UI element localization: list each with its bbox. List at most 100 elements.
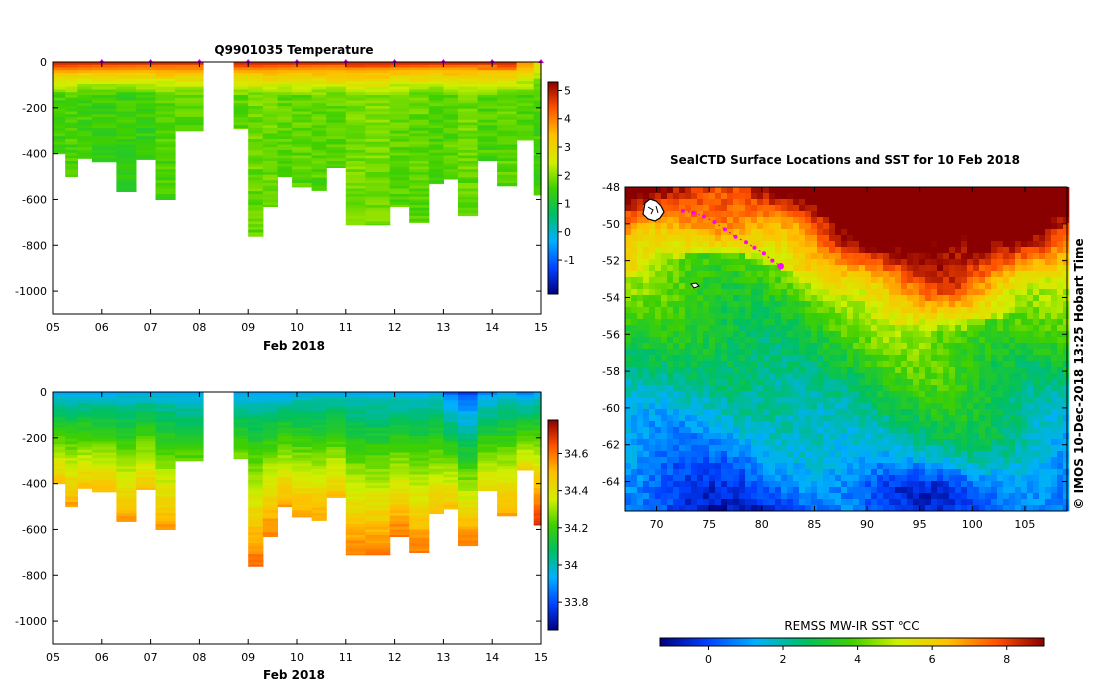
profile-cell bbox=[311, 166, 327, 170]
sst-cell bbox=[811, 331, 818, 338]
profile-cell bbox=[92, 89, 117, 93]
y-tick-label: -400 bbox=[22, 478, 47, 491]
sst-cell bbox=[757, 211, 764, 218]
profile-cell bbox=[262, 477, 278, 481]
profile-cell bbox=[326, 158, 347, 162]
profile-cell bbox=[248, 482, 264, 486]
sst-cell bbox=[733, 271, 740, 278]
profile-cell bbox=[365, 529, 391, 533]
profile-cell bbox=[345, 518, 366, 522]
sst-cell bbox=[775, 349, 782, 356]
sst-cell bbox=[763, 229, 770, 236]
profile-cell bbox=[477, 89, 498, 93]
sst-cell bbox=[763, 223, 770, 230]
profile-cell bbox=[326, 114, 347, 118]
sst-cell bbox=[1063, 367, 1070, 374]
profile-cell bbox=[155, 62, 176, 66]
profile-cell bbox=[345, 73, 366, 77]
sst-cell bbox=[961, 277, 968, 284]
sst-cell bbox=[625, 361, 632, 368]
profile-cell bbox=[497, 474, 518, 478]
profile-cell bbox=[292, 496, 313, 500]
sst-cell bbox=[1015, 373, 1022, 380]
profile-cell bbox=[292, 507, 313, 511]
sst-cell bbox=[895, 343, 902, 350]
profile-cell bbox=[326, 75, 347, 79]
sst-cell bbox=[871, 193, 878, 200]
profile-cell bbox=[311, 463, 327, 467]
profile-cell bbox=[136, 436, 157, 440]
sst-cell bbox=[991, 349, 998, 356]
profile-cell bbox=[65, 471, 78, 475]
profile-cell bbox=[458, 466, 479, 470]
y-tick-label: 0 bbox=[40, 56, 47, 69]
profile-cell bbox=[116, 408, 137, 412]
profile-cell bbox=[248, 139, 264, 143]
sst-cell bbox=[847, 301, 854, 308]
profile-cell bbox=[365, 196, 391, 200]
profile-cell bbox=[477, 433, 498, 437]
sst-cell bbox=[1045, 277, 1052, 284]
sst-cell bbox=[961, 259, 968, 266]
sst-cell bbox=[949, 385, 956, 392]
profile-cell bbox=[311, 499, 327, 503]
profile-cell bbox=[477, 394, 498, 398]
profile-cell bbox=[533, 169, 542, 173]
sst-cell bbox=[865, 361, 872, 368]
profile-cell bbox=[443, 114, 459, 118]
profile-cell bbox=[365, 180, 391, 184]
profile-cell bbox=[248, 144, 264, 148]
sst-cell bbox=[973, 259, 980, 266]
profile-cell bbox=[389, 92, 410, 96]
profile-cell bbox=[92, 469, 117, 473]
profile-cell bbox=[326, 471, 347, 475]
sst-cell bbox=[727, 187, 734, 194]
sst-cell bbox=[877, 205, 884, 212]
sst-cell bbox=[1039, 217, 1046, 224]
sst-cell bbox=[631, 271, 638, 278]
sst-cell bbox=[1033, 361, 1040, 368]
sst-cell bbox=[997, 247, 1004, 254]
profile-cell bbox=[53, 111, 66, 115]
sst-cell bbox=[811, 349, 818, 356]
sst-cell bbox=[967, 301, 974, 308]
sst-cell bbox=[1021, 187, 1028, 194]
profile-cell bbox=[92, 447, 117, 451]
sst-cell bbox=[715, 385, 722, 392]
profile-cell bbox=[92, 70, 117, 74]
profile-cell bbox=[262, 502, 278, 506]
sst-cell bbox=[655, 241, 662, 248]
colorbar-tick-label: 34.4 bbox=[564, 485, 589, 498]
sst-cell bbox=[889, 199, 896, 206]
sst-cell bbox=[781, 193, 788, 200]
sst-cell bbox=[757, 283, 764, 290]
profile-cell bbox=[77, 89, 93, 93]
profile-cell bbox=[155, 155, 176, 159]
profile-cell bbox=[533, 81, 542, 85]
sst-cell bbox=[1033, 313, 1040, 320]
sst-cell bbox=[841, 301, 848, 308]
sst-cell bbox=[1015, 337, 1022, 344]
profile-cell bbox=[92, 111, 117, 115]
profile-cell bbox=[233, 86, 249, 90]
sst-cell bbox=[847, 349, 854, 356]
profile-cell bbox=[311, 108, 327, 112]
profile-cell bbox=[443, 502, 459, 506]
sst-cell bbox=[877, 253, 884, 260]
profile-cell bbox=[409, 84, 430, 88]
profile-cell bbox=[262, 81, 278, 85]
sst-cell bbox=[763, 283, 770, 290]
sst-cell bbox=[823, 325, 830, 332]
sst-cell bbox=[991, 271, 998, 278]
profile-cell bbox=[277, 400, 293, 404]
profile-cell bbox=[248, 108, 264, 112]
sst-cell bbox=[769, 325, 776, 332]
profile-cell bbox=[233, 100, 249, 104]
sst-cell bbox=[763, 193, 770, 200]
profile-cell bbox=[409, 535, 430, 539]
sst-cell bbox=[1009, 235, 1016, 242]
profile-cell bbox=[116, 174, 137, 178]
sst-cell bbox=[691, 301, 698, 308]
sst-cell bbox=[853, 265, 860, 272]
sst-cell bbox=[847, 295, 854, 302]
